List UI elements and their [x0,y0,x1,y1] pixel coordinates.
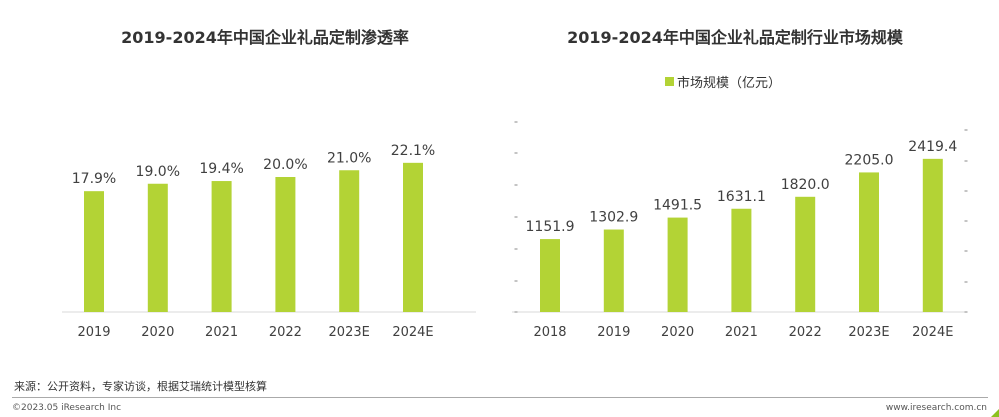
x-tick-label: 2024E [912,325,953,340]
data-label: 2419.4 [908,139,957,155]
bar [731,208,752,312]
bar [795,196,816,312]
left-chart-title: 2019-2024年中国企业礼品定制渗透率 [121,28,409,47]
corner-mark [991,409,999,417]
right-chart-title: 2019-2024年中国企业礼品定制行业市场规模 [567,28,903,47]
x-tick-label: 2018 [533,325,566,340]
legend-swatch [665,77,674,86]
source-note: 来源：公开资料，专家访谈，根据艾瑞统计模型核算 [14,380,267,393]
data-label: 19.0% [136,164,180,180]
legend: 市场规模（亿元） [665,72,781,91]
data-label: 22.1% [391,143,435,159]
website: www.iresearch.com.cn [885,403,987,413]
data-label: 17.9% [72,171,116,187]
data-label: 19.4% [199,161,243,177]
x-tick-label: 2020 [141,325,174,340]
data-label: 1302.9 [589,210,638,226]
bar [339,170,360,312]
x-tick-label: 2019 [77,325,110,340]
data-label: 21.0% [327,150,371,166]
x-tick-label: 2020 [661,325,694,340]
data-label: 1820.0 [781,177,830,193]
copyright: ©2023.05 iResearch Inc [12,403,122,413]
data-label: 1491.5 [653,198,702,214]
bar [603,229,624,312]
bar [403,162,423,312]
x-tick-label: 2021 [205,325,238,340]
footer-divider [12,397,988,398]
bar [859,172,879,312]
bar [275,177,296,312]
data-label: 1631.1 [717,189,766,205]
x-tick-label: 2019 [597,325,630,340]
bar [211,181,232,312]
data-label: 20.0% [263,157,307,173]
bar [84,191,104,312]
data-label: 2205.0 [845,152,894,168]
x-tick-label: 2023E [329,325,370,340]
data-label: 1151.9 [526,219,575,235]
bar [922,158,943,312]
x-tick-label: 2023E [848,325,889,340]
bar [147,183,168,312]
x-tick-label: 2024E [392,325,433,340]
x-tick-label: 2022 [269,325,302,340]
bar [667,217,688,312]
bar [540,239,560,312]
x-tick-label: 2021 [725,325,758,340]
x-tick-label: 2022 [789,325,822,340]
legend-label: 市场规模（亿元） [677,76,782,91]
